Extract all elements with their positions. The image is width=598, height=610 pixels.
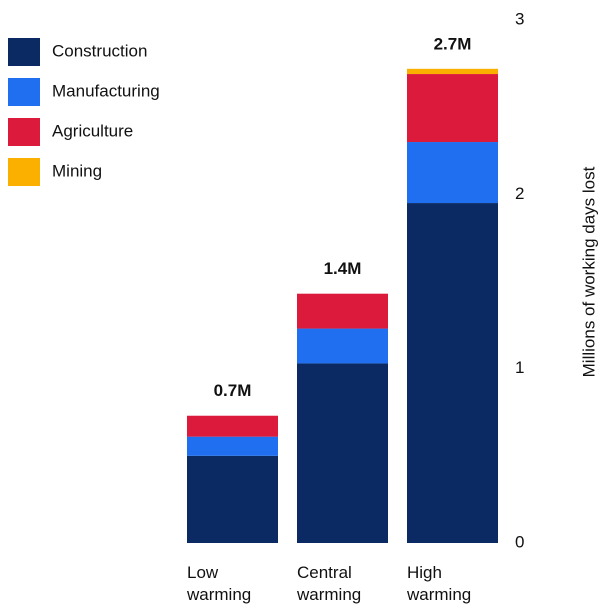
legend-label: Mining <box>52 161 102 180</box>
bar-segment <box>297 328 388 364</box>
y-tick-label: 3 <box>515 9 524 28</box>
y-tick-label: 0 <box>515 532 524 551</box>
x-tick-label: Central warming <box>297 563 362 604</box>
bar-segment <box>407 203 498 544</box>
legend-swatch <box>8 78 40 106</box>
legend-swatch <box>8 158 40 186</box>
bar-segment <box>187 455 278 543</box>
bar-segment <box>297 293 388 329</box>
bar-segment <box>297 363 388 543</box>
bar-segment <box>187 415 278 437</box>
x-tick-label: Low warming <box>187 563 252 604</box>
total-label: 2.7M <box>434 34 472 53</box>
legend-label: Manufacturing <box>52 81 160 100</box>
bar-segment <box>187 436 278 456</box>
x-tick-label: High warming <box>407 563 472 604</box>
legend-label: Agriculture <box>52 121 133 140</box>
y-tick-label: 1 <box>515 358 524 377</box>
bar-segment <box>407 74 498 143</box>
y-axis-title: Millions of working days lost <box>579 166 598 377</box>
legend-swatch <box>8 118 40 146</box>
bar-segment <box>407 142 498 204</box>
total-label: 1.4M <box>324 259 362 278</box>
legend-label: Construction <box>52 41 147 60</box>
y-tick-label: 2 <box>515 184 524 203</box>
total-label: 0.7M <box>214 381 252 400</box>
legend-swatch <box>8 38 40 66</box>
bar-segment <box>407 68 498 75</box>
